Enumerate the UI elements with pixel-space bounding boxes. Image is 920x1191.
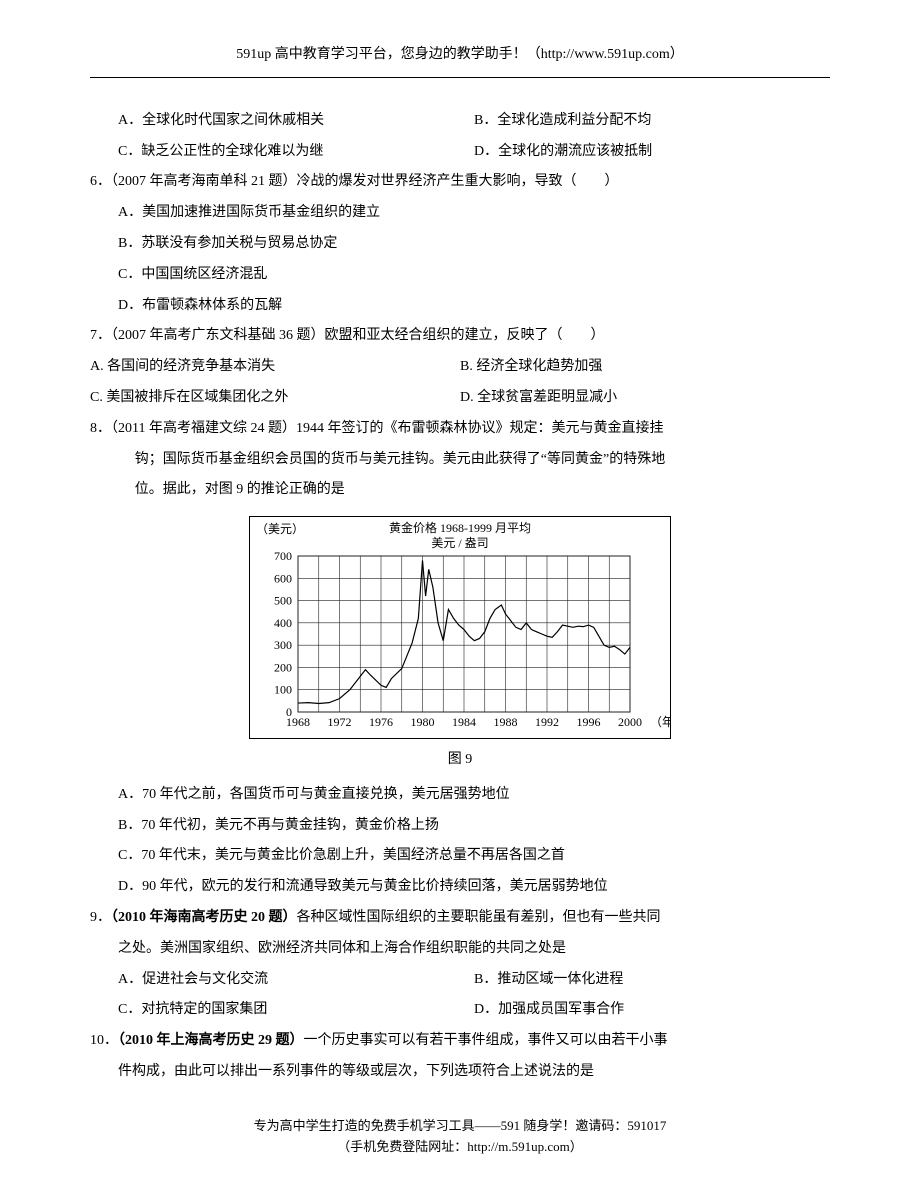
q8-stem-line3: 位。据此，对图 9 的推论正确的是 bbox=[90, 475, 830, 506]
q9-stem-bold: （2010 年海南高考历史 20 题） bbox=[111, 910, 297, 925]
q5-opts-row1: A．全球化时代国家之间休戚相关 B．全球化造成利益分配不均 bbox=[90, 106, 830, 137]
svg-text:1996: 1996 bbox=[577, 715, 601, 729]
svg-text:600: 600 bbox=[274, 571, 292, 585]
footer-line2: （手机免费登陆网址：http://m.591up.com） bbox=[90, 1137, 830, 1158]
svg-text:1984: 1984 bbox=[452, 715, 476, 729]
q8-opt-a: A．70 年代之前，各国货币可与黄金直接兑换，美元居强势地位 bbox=[90, 780, 830, 811]
chart-title: 黄金价格 1968-1999 月平均 bbox=[250, 517, 670, 535]
q7-opt-d: D. 全球贫富差距明显减小 bbox=[460, 383, 830, 414]
page-header: 591up 高中教育学习平台，您身边的教学助手！（http://www.591u… bbox=[90, 40, 830, 78]
svg-text:700: 700 bbox=[274, 550, 292, 563]
q9-stem-line1: 9．（2010 年海南高考历史 20 题）各种区域性国际组织的主要职能虽有差别，… bbox=[90, 903, 830, 934]
q7-stem: 7．（2007 年高考广东文科基础 36 题）欧盟和亚太经合组织的建立，反映了（… bbox=[90, 321, 830, 352]
q7-opt-a: A. 各国间的经济竞争基本消失 bbox=[90, 352, 460, 383]
svg-text:1980: 1980 bbox=[411, 715, 435, 729]
q6-stem: 6．（2007 年高考海南单科 21 题）冷战的爆发对世界经济产生重大影响，导致… bbox=[90, 167, 830, 198]
q5-opts-row2: C．缺乏公正性的全球化难以为继 D．全球化的潮流应该被抵制 bbox=[90, 137, 830, 168]
q6-opt-b: B．苏联没有参加关税与贸易总协定 bbox=[90, 229, 830, 260]
q9-opts-row1: A．促进社会与文化交流 B．推动区域一体化进程 bbox=[90, 965, 830, 996]
svg-text:1976: 1976 bbox=[369, 715, 393, 729]
svg-text:1972: 1972 bbox=[328, 715, 352, 729]
svg-text:1992: 1992 bbox=[535, 715, 559, 729]
q8-opt-c: C．70 年代末，美元与黄金比价急剧上升，美国经济总量不再居各国之首 bbox=[90, 841, 830, 872]
svg-text:400: 400 bbox=[274, 616, 292, 630]
chart-y-axis-label: （美元） bbox=[256, 523, 304, 536]
q10-stem-line1: 10．（2010 年上海高考历史 29 题）一个历史事实可以有若干事件组成，事件… bbox=[90, 1026, 830, 1057]
svg-text:100: 100 bbox=[274, 683, 292, 697]
q5-opt-d: D．全球化的潮流应该被抵制 bbox=[474, 137, 830, 168]
q9-opt-d: D．加强成员国军事合作 bbox=[474, 995, 830, 1026]
q10-stem-bold: （2010 年上海高考历史 29 题） bbox=[118, 1033, 304, 1048]
q8-stem-line2: 钩；国际货币基金组织会员国的货币与美元挂钩。美元由此获得了“等同黄金”的特殊地 bbox=[90, 445, 830, 476]
chart-svg: 0100200300400500600700196819721976198019… bbox=[250, 550, 670, 738]
chart-subtitle: 美元 / 盎司 bbox=[250, 536, 670, 550]
svg-text:（年）: （年） bbox=[650, 715, 670, 729]
svg-text:300: 300 bbox=[274, 638, 292, 652]
q9-opt-a: A．促进社会与文化交流 bbox=[118, 965, 474, 996]
q7-opt-c: C. 美国被排斥在区域集团化之外 bbox=[90, 383, 460, 414]
q10-stem-rest: 一个历史事实可以有若干事件组成，事件又可以由若干小事 bbox=[304, 1033, 668, 1048]
q7-opts-row2: C. 美国被排斥在区域集团化之外 D. 全球贫富差距明显减小 bbox=[90, 383, 830, 414]
svg-text:1968: 1968 bbox=[286, 715, 310, 729]
q9-opt-c: C．对抗特定的国家集团 bbox=[118, 995, 474, 1026]
q8-stem-line1: 8．（2011 年高考福建文综 24 题）1944 年签订的《布雷顿森林协议》规… bbox=[90, 414, 830, 445]
q9-stem-line2: 之处。美洲国家组织、欧洲经济共同体和上海合作组织职能的共同之处是 bbox=[90, 934, 830, 965]
q7-opts-row1: A. 各国间的经济竞争基本消失 B. 经济全球化趋势加强 bbox=[90, 352, 830, 383]
q6-opt-a: A．美国加速推进国际货币基金组织的建立 bbox=[90, 198, 830, 229]
svg-text:2000: 2000 bbox=[618, 715, 642, 729]
q8-opt-d: D．90 年代，欧元的发行和流通导致美元与黄金比价持续回落，美元居弱势地位 bbox=[90, 872, 830, 903]
q6-opt-d: D．布雷顿森林体系的瓦解 bbox=[90, 291, 830, 322]
q10-stem-prefix: 10． bbox=[90, 1033, 118, 1048]
q9-stem-rest: 各种区域性国际组织的主要职能虽有差别，但也有一些共同 bbox=[297, 910, 661, 925]
q6-opt-c: C．中国国统区经济混乱 bbox=[90, 260, 830, 291]
q8-opt-b: B．70 年代初，美元不再与黄金挂钩，黄金价格上扬 bbox=[90, 811, 830, 842]
q9-opt-b: B．推动区域一体化进程 bbox=[474, 965, 830, 996]
q5-opt-a: A．全球化时代国家之间休戚相关 bbox=[118, 106, 474, 137]
q10-stem-line2: 件构成，由此可以排出一系列事件的等级或层次，下列选项符合上述说法的是 bbox=[90, 1057, 830, 1088]
q5-opt-c: C．缺乏公正性的全球化难以为继 bbox=[118, 137, 474, 168]
footer-line1: 专为高中学生打造的免费手机学习工具——591 随身学！邀请码：591017 bbox=[90, 1116, 830, 1137]
svg-text:1988: 1988 bbox=[494, 715, 518, 729]
q8-chart: （美元） 黄金价格 1968-1999 月平均 美元 / 盎司 01002003… bbox=[249, 516, 671, 739]
q8-chart-caption: 图 9 bbox=[90, 745, 830, 776]
page-footer: 专为高中学生打造的免费手机学习工具——591 随身学！邀请码：591017 （手… bbox=[90, 1116, 830, 1158]
q8-chart-wrap: （美元） 黄金价格 1968-1999 月平均 美元 / 盎司 01002003… bbox=[90, 516, 830, 739]
svg-text:200: 200 bbox=[274, 660, 292, 674]
q5-opt-b: B．全球化造成利益分配不均 bbox=[474, 106, 830, 137]
svg-text:500: 500 bbox=[274, 594, 292, 608]
q9-opts-row2: C．对抗特定的国家集团 D．加强成员国军事合作 bbox=[90, 995, 830, 1026]
q9-stem-prefix: 9． bbox=[90, 910, 111, 925]
q7-opt-b: B. 经济全球化趋势加强 bbox=[460, 352, 830, 383]
